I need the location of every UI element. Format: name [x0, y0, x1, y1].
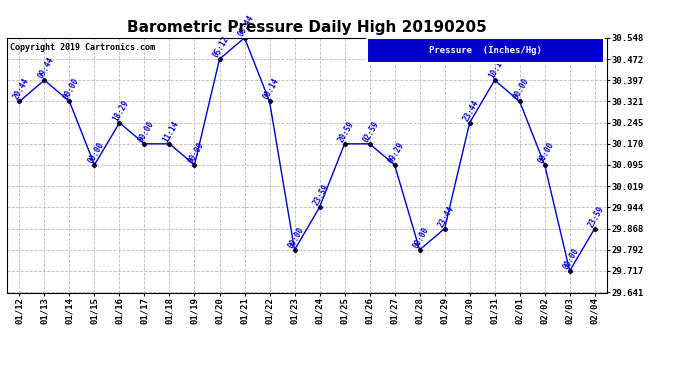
- Text: 02:59: 02:59: [362, 119, 381, 144]
- Text: 23:44: 23:44: [462, 98, 481, 123]
- Text: 05:12: 05:12: [212, 34, 231, 59]
- Text: 10:14: 10:14: [487, 56, 506, 80]
- Text: 20:59: 20:59: [337, 119, 356, 144]
- Text: 11:14: 11:14: [161, 119, 181, 144]
- Text: 08:44: 08:44: [237, 13, 256, 38]
- Text: Pressure  (Inches/Hg): Pressure (Inches/Hg): [429, 46, 542, 55]
- Text: Copyright 2019 Cartronics.com: Copyright 2019 Cartronics.com: [10, 43, 155, 52]
- Text: 00:00: 00:00: [537, 140, 556, 165]
- Text: 23:59: 23:59: [587, 204, 607, 228]
- Text: 00:00: 00:00: [187, 140, 206, 165]
- Text: 09:44: 09:44: [37, 56, 56, 80]
- Text: 23:59: 23:59: [312, 183, 331, 207]
- Text: 00:00: 00:00: [87, 140, 106, 165]
- Text: 00:00: 00:00: [287, 225, 306, 250]
- Text: 23:44: 23:44: [437, 204, 456, 228]
- Title: Barometric Pressure Daily High 20190205: Barometric Pressure Daily High 20190205: [127, 20, 487, 35]
- Text: 00:00: 00:00: [61, 77, 81, 102]
- Text: 00:00: 00:00: [562, 246, 581, 271]
- Text: 20:44: 20:44: [12, 77, 31, 102]
- FancyBboxPatch shape: [367, 38, 604, 63]
- Text: 18:29: 18:29: [112, 98, 131, 123]
- Text: 00:00: 00:00: [412, 225, 431, 250]
- Text: 00:14: 00:14: [262, 77, 281, 102]
- Text: 09:29: 09:29: [387, 140, 406, 165]
- Text: 00:00: 00:00: [137, 119, 156, 144]
- Text: 00:00: 00:00: [512, 77, 531, 102]
